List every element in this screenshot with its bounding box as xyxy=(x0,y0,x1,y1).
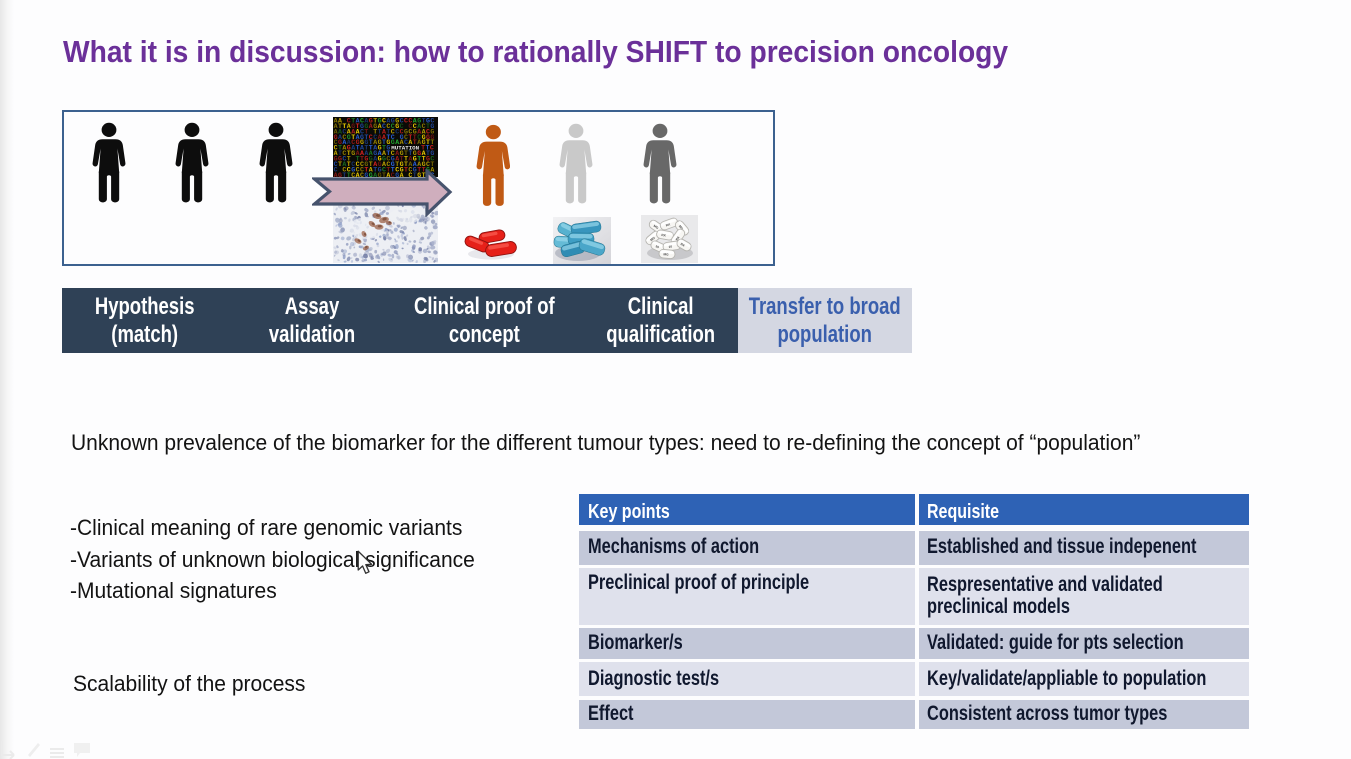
svg-text:CTATCCCGTAGACGTGTAAAGCT: CTATCCCGTAGACGTGTAAAGCT xyxy=(334,161,435,168)
svg-text:CCCGCCTATGCTTCGTCGTTGA: CCCGCCTATGCTTCGTCGTTGA xyxy=(334,167,435,174)
svg-text:ATCTGAAAAGAATCAGTTGGATG: ATCTGAAAAGAATCAGTTGGATG xyxy=(334,150,435,157)
svg-text:RX: RX xyxy=(675,235,681,242)
svg-text:MG: MG xyxy=(649,235,656,242)
svg-text:MG: MG xyxy=(653,224,660,231)
svg-text:CGAACGGGTAGTGGAACATAGTT: CGAACGGGTAGTGGAACATAGTT xyxy=(334,139,435,146)
svg-text:RX: RX xyxy=(680,242,687,248)
svg-text:MG: MG xyxy=(678,224,685,231)
svg-text:10: 10 xyxy=(655,244,660,249)
svg-text:RX: RX xyxy=(665,222,671,228)
svg-text:10: 10 xyxy=(668,244,672,248)
svg-text:MG: MG xyxy=(663,252,669,256)
svg-text:RX: RX xyxy=(661,233,667,238)
